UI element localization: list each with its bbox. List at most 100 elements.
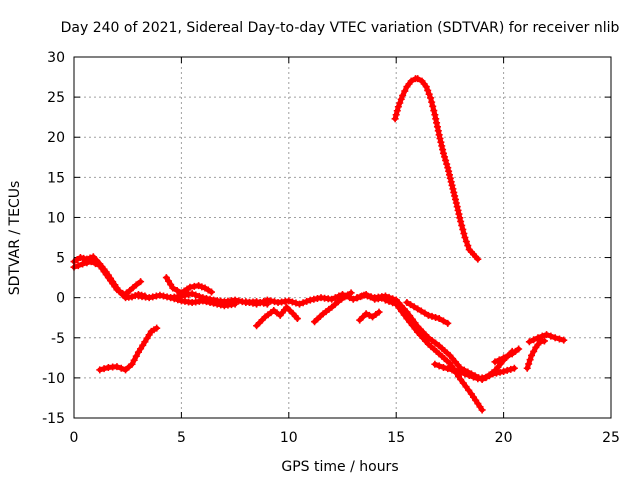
data-point <box>235 297 243 305</box>
data-point <box>399 92 407 100</box>
data-point <box>398 307 406 315</box>
data-point <box>153 324 161 332</box>
data-point <box>445 167 453 175</box>
data-point <box>145 294 153 302</box>
series-track-dip-b <box>381 296 486 414</box>
series-track-low-1 <box>96 324 161 374</box>
data-point <box>199 297 207 305</box>
data-point <box>288 298 296 306</box>
data-point <box>173 286 181 294</box>
series-track-dip-c <box>403 298 452 327</box>
x-tick-label: 20 <box>495 430 513 446</box>
data-point <box>430 107 438 115</box>
data-point <box>186 283 194 291</box>
data-point <box>410 303 418 311</box>
data-point <box>455 210 463 218</box>
series-track-noon-c <box>311 289 355 326</box>
data-point <box>210 299 218 307</box>
data-point <box>128 293 136 301</box>
data-point <box>538 332 546 340</box>
y-tick-label: 30 <box>47 50 65 66</box>
data-point <box>306 296 314 304</box>
data-point <box>447 178 455 186</box>
data-point <box>358 292 366 300</box>
data-point <box>439 317 447 325</box>
series-track-mid-c <box>167 294 239 310</box>
data-point <box>190 282 198 290</box>
data-point <box>441 153 449 161</box>
data-point <box>195 282 203 290</box>
data-point <box>286 307 294 315</box>
data-point <box>407 301 415 309</box>
data-point <box>433 119 441 127</box>
data-point <box>437 138 445 146</box>
data-point <box>83 259 91 267</box>
data-point <box>459 379 467 387</box>
data-point <box>439 363 447 371</box>
y-tick-label: -15 <box>42 411 65 427</box>
y-tick-label: 10 <box>47 210 65 226</box>
y-tick-label: -10 <box>42 371 65 387</box>
data-point <box>540 337 548 345</box>
data-point <box>442 156 450 164</box>
x-tick-label: 25 <box>602 430 620 446</box>
data-point <box>403 298 411 306</box>
data-point <box>356 316 364 324</box>
series-track-hump-2 <box>119 278 145 299</box>
data-point <box>458 221 466 229</box>
data-point <box>393 107 401 115</box>
y-tick-label: 25 <box>47 90 65 106</box>
data-point <box>283 303 291 311</box>
data-point <box>231 300 239 308</box>
data-point <box>113 363 121 371</box>
data-point <box>444 164 452 172</box>
data-point <box>510 364 518 372</box>
data-point <box>395 304 403 312</box>
data-point <box>465 371 473 379</box>
data-point <box>206 298 214 306</box>
data-point <box>396 99 404 107</box>
series-track-hump-1 <box>391 75 482 263</box>
data-point <box>464 242 472 250</box>
data-point <box>515 345 523 353</box>
data-point <box>89 253 97 261</box>
data-point <box>465 386 473 394</box>
series-track-noon-d <box>356 308 383 324</box>
data-point <box>530 347 538 355</box>
data-point <box>425 90 433 98</box>
series-track-early-b <box>70 258 130 299</box>
data-point <box>452 199 460 207</box>
data-point <box>457 217 465 225</box>
data-point <box>137 278 145 286</box>
data-point <box>299 299 307 307</box>
data-point <box>457 375 465 383</box>
data-point <box>263 296 271 304</box>
data-point <box>530 336 538 344</box>
data-point <box>478 406 486 414</box>
data-point <box>547 332 555 340</box>
data-point <box>452 367 460 375</box>
data-point <box>436 135 444 143</box>
data-point <box>292 299 300 307</box>
data-point <box>260 297 268 305</box>
data-point <box>453 203 461 211</box>
data-point <box>400 311 408 319</box>
data-point <box>507 365 515 373</box>
data-point <box>428 336 436 344</box>
data-point <box>427 94 435 102</box>
data-point <box>470 373 478 381</box>
data-point <box>174 296 182 304</box>
data-point <box>354 294 362 302</box>
data-point <box>461 370 469 378</box>
data-point <box>431 111 439 119</box>
data-point <box>347 289 355 297</box>
data-point <box>444 319 452 327</box>
data-point <box>76 254 84 262</box>
data-point <box>431 360 439 368</box>
data-point <box>167 294 175 302</box>
y-tick-label: -5 <box>51 331 65 347</box>
data-point <box>456 214 464 222</box>
data-point <box>450 188 458 196</box>
data-point <box>253 300 261 308</box>
